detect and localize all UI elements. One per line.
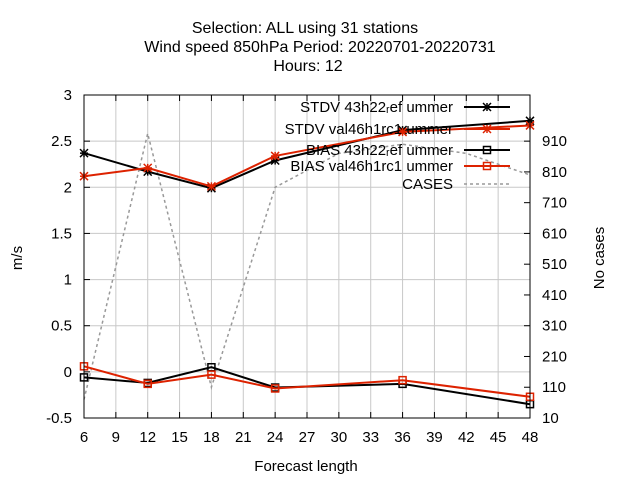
legend-marker — [482, 161, 492, 171]
y2-tick-label: 910 — [542, 133, 567, 150]
data-point — [270, 384, 280, 393]
data-point — [207, 370, 216, 379]
series-3 — [79, 362, 535, 402]
legend: STDV 43h22ᵣef ummer STDV val46h1rc1 ummer… — [270, 99, 532, 193]
y-tick-label: 1.5 — [51, 225, 72, 242]
legend-label: BIAS 43h22ᵣef ummer — [306, 142, 453, 159]
x-tick-label: 45 — [490, 429, 507, 446]
y-tick-label: 1 — [64, 272, 72, 289]
data-point — [143, 379, 152, 389]
legend-bg — [270, 172, 532, 188]
legend-marker — [482, 145, 492, 155]
y-tick-label: 0.5 — [51, 318, 72, 335]
y-tick-label: 2.5 — [51, 133, 72, 150]
series-line — [83, 365, 531, 398]
y-axis-ticks: -0.5 0 0.5 1 1.5 2 2.5 3 — [46, 87, 90, 427]
x-tick-label: 30 — [331, 429, 348, 446]
y2-tick-label: 610 — [542, 225, 567, 242]
y2-tick-label: 810 — [542, 164, 567, 181]
y-tick-label: -0.5 — [46, 410, 72, 427]
y-tick-label: 0 — [64, 364, 72, 381]
y2-tick-label: 10 — [542, 410, 559, 427]
legend-label: STDV 43h22ᵣef ummer — [300, 99, 453, 116]
y2-axis-ticks: 10 110 210 310 410 510 610 710 810 910 — [524, 133, 567, 427]
x-axis-ticks: 6 9 12 15 18 21 24 27 30 33 36 39 42 45 48 — [80, 95, 539, 446]
legend-label: BIAS val46h1rc1 ummer — [290, 158, 453, 175]
title-line-2: Wind speed 850hPa Period: 20220701-20220… — [144, 39, 495, 56]
x-tick-label: 18 — [203, 429, 220, 446]
x-tick-label: 9 — [112, 429, 120, 446]
series-line — [83, 133, 531, 400]
y2-tick-label: 710 — [542, 195, 567, 212]
x-tick-label: 12 — [139, 429, 156, 446]
x-tick-label: 36 — [394, 429, 411, 446]
x-tick-label: 24 — [267, 429, 284, 446]
y-axis-label: m/s — [9, 246, 26, 270]
legend-label: STDV val46h1rc1 ummer — [285, 121, 453, 138]
y2-axis-label: No cases — [591, 227, 608, 290]
y-tick-label: 3 — [64, 87, 72, 104]
y2-tick-label: 210 — [542, 348, 567, 365]
x-axis-label: Forecast length — [254, 458, 357, 475]
chart-title: Selection: ALL using 31 stations Wind sp… — [144, 20, 495, 75]
x-tick-label: 48 — [522, 429, 539, 446]
title-line-1: Selection: ALL using 31 stations — [192, 20, 418, 37]
x-tick-label: 33 — [362, 429, 379, 446]
x-tick-label: 6 — [80, 429, 88, 446]
x-tick-label: 15 — [171, 429, 188, 446]
x-tick-label: 42 — [458, 429, 475, 446]
y2-tick-label: 110 — [542, 379, 566, 396]
y-tick-label: 2 — [64, 179, 72, 196]
x-tick-label: 21 — [235, 429, 252, 446]
legend-label: CASES — [402, 176, 453, 193]
title-line-3: Hours: 12 — [273, 58, 342, 75]
x-tick-label: 39 — [426, 429, 443, 446]
data-point — [398, 375, 407, 385]
series-4 — [83, 133, 531, 400]
y2-tick-label: 510 — [542, 256, 567, 273]
x-tick-label: 27 — [299, 429, 316, 446]
y2-tick-label: 410 — [542, 287, 567, 304]
series-line — [83, 124, 531, 188]
y2-tick-label: 310 — [542, 318, 567, 335]
